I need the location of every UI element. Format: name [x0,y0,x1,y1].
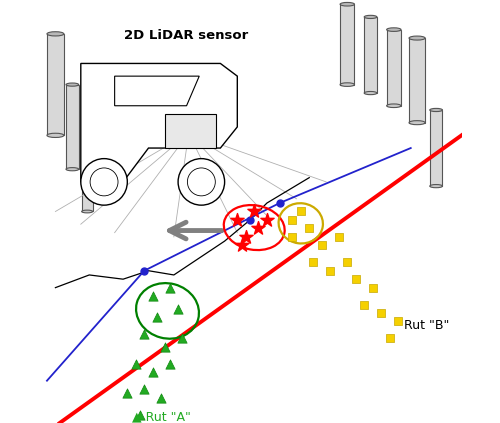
Ellipse shape [82,134,92,137]
Point [157,394,165,401]
Polygon shape [81,63,237,182]
Point [148,293,156,299]
Ellipse shape [430,184,442,188]
Point [263,217,271,223]
Polygon shape [430,110,442,186]
Ellipse shape [430,108,442,112]
Point [360,301,368,308]
Point [288,233,296,240]
Point [326,267,334,274]
Point [174,305,182,312]
Ellipse shape [364,15,377,19]
Point [124,390,132,397]
Point [394,318,402,325]
Point [318,242,326,249]
Text: Rut "B": Rut "B" [404,319,450,332]
Polygon shape [166,114,216,148]
Point [335,233,343,240]
Point [140,386,148,393]
Point [352,276,360,283]
Text: 2D LiDAR sensor: 2D LiDAR sensor [124,29,248,42]
Ellipse shape [47,32,64,36]
Polygon shape [340,4,354,85]
Point [344,259,351,266]
Point [254,225,262,232]
Ellipse shape [340,83,354,86]
Ellipse shape [386,28,401,31]
Point [310,259,318,266]
Ellipse shape [47,133,64,137]
Point [136,411,144,418]
Ellipse shape [340,3,354,6]
Ellipse shape [386,104,401,107]
Point [386,335,394,342]
Ellipse shape [82,210,92,213]
Polygon shape [47,34,64,135]
Point [140,331,148,338]
Ellipse shape [178,159,224,205]
Ellipse shape [81,159,128,205]
Point [178,335,186,342]
Point [166,284,173,291]
Point [242,233,250,240]
Polygon shape [114,76,199,106]
Point [297,208,305,215]
Point [377,310,385,316]
Point [250,208,258,215]
Polygon shape [409,38,425,123]
Polygon shape [364,17,377,93]
Point [148,369,156,376]
Polygon shape [82,135,92,212]
Polygon shape [386,30,401,106]
Text: ▲ Rut "A": ▲ Rut "A" [132,410,190,423]
Ellipse shape [409,121,425,125]
Point [368,284,376,291]
Ellipse shape [66,83,78,86]
Point [132,360,140,367]
Polygon shape [66,85,78,169]
Point [166,360,173,367]
Ellipse shape [66,168,78,171]
Point [305,225,313,232]
Ellipse shape [409,36,425,40]
Point [238,242,246,249]
Point [162,343,170,350]
Point [288,217,296,223]
Point [153,314,161,321]
Ellipse shape [364,91,377,95]
Point [234,217,241,223]
